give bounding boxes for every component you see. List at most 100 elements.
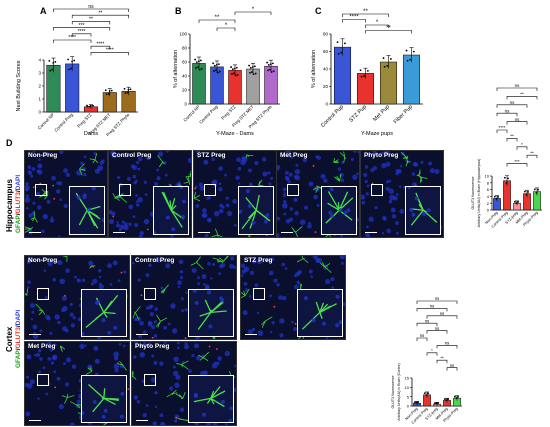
gfap-process (160, 288, 166, 293)
scale-bar (113, 231, 125, 233)
data-point (129, 88, 132, 91)
data-point (266, 61, 269, 64)
gfap-process (210, 398, 215, 405)
dapi-nucleus (340, 178, 345, 183)
dapi-nucleus (154, 307, 159, 311)
micrograph-zoom-inset (404, 185, 441, 235)
dapi-nucleus (156, 176, 161, 181)
dapi-nucleus (143, 342, 146, 345)
gfap-process (160, 317, 168, 322)
gfap-process (246, 154, 254, 157)
dapi-nucleus (206, 217, 212, 223)
dapi-nucleus (54, 343, 57, 347)
x-tick-label: Control NP (182, 104, 200, 122)
dapi-nucleus (329, 186, 334, 191)
dapi-nucleus (290, 155, 293, 159)
dapi-nucleus (283, 192, 286, 195)
dapi-nucleus (160, 421, 166, 425)
dapi-nucleus (75, 403, 81, 409)
gfap-process (418, 174, 423, 182)
micrograph-roi-box (34, 183, 47, 196)
dapi-nucleus (101, 415, 106, 420)
glut3-signal (151, 336, 154, 339)
panel-letter-d: D (6, 138, 13, 148)
dapi-nucleus (193, 290, 198, 294)
dapi-nucleus (178, 186, 183, 189)
x-axis-label: Y-Maze - Dams (216, 131, 254, 136)
gfap-process (319, 303, 325, 313)
gfap-process (199, 312, 212, 318)
stain-slash: / (15, 190, 22, 193)
gfap-process (171, 392, 178, 395)
dapi-nucleus (52, 277, 57, 282)
dapi-nucleus (27, 260, 31, 265)
micrograph-panel: STZ Preg (193, 150, 277, 238)
dapi-nucleus (268, 182, 272, 186)
dapi-nucleus (43, 269, 47, 273)
data-point (269, 68, 271, 71)
dapi-nucleus (30, 303, 35, 309)
micrograph-title: Control Preg (112, 152, 152, 159)
dapi-nucleus (220, 298, 225, 303)
gfap-process (324, 263, 331, 268)
data-point (425, 394, 428, 397)
data-point (270, 71, 273, 73)
dapi-nucleus (145, 404, 149, 407)
gfap-process (217, 260, 224, 263)
dapi-nucleus (386, 228, 392, 234)
dapi-nucleus (399, 208, 405, 214)
gfap-process (79, 168, 83, 176)
significance-bracket (198, 19, 236, 23)
gfap-process (162, 288, 166, 294)
micrograph-zoom-inset (188, 289, 234, 337)
stain-glut3: GLUT3 (15, 192, 22, 214)
dapi-nucleus (304, 296, 309, 301)
data-point (382, 57, 385, 59)
gfap-process (245, 154, 248, 159)
data-point (213, 70, 215, 72)
dapi-nucleus (350, 157, 354, 161)
dapi-nucleus (373, 152, 377, 156)
significance-label: * (252, 7, 255, 13)
y-axis-label: GLUT3 fluorescence (471, 177, 475, 210)
data-point (86, 105, 89, 108)
y-tick-label: 0 (38, 110, 41, 115)
dapi-nucleus (33, 353, 37, 357)
dapi-nucleus (390, 207, 396, 213)
gfap-process (217, 234, 219, 237)
data-point (423, 392, 426, 394)
dapi-nucleus (48, 342, 52, 345)
inset-image (82, 295, 119, 336)
gfap-process (295, 226, 303, 233)
significance-bracket (365, 30, 412, 34)
x-axis-label: Dams (84, 131, 99, 136)
micrograph-roi-box (144, 287, 157, 300)
dapi-nucleus (374, 205, 378, 210)
dapi-nucleus (421, 211, 426, 216)
data-point (253, 65, 256, 68)
data-point (104, 89, 107, 92)
micrograph-panel: STZ Preg (240, 255, 346, 340)
dapi-nucleus (112, 260, 118, 266)
dapi-nucleus (228, 419, 233, 422)
gfap-process (422, 209, 427, 213)
y-tick-label: 5 (407, 394, 410, 399)
data-point (52, 61, 55, 64)
dapi-nucleus (151, 377, 156, 383)
significance-label: ** (510, 134, 514, 139)
stain-slash: / (15, 325, 22, 328)
gfap-process (416, 174, 420, 176)
dapi-nucleus (140, 344, 145, 348)
data-point (413, 401, 416, 403)
dapi-nucleus (420, 160, 424, 164)
dapi-nucleus (47, 316, 51, 320)
data-point (235, 66, 238, 69)
dapi-nucleus (37, 169, 43, 175)
glut3-signal (175, 416, 178, 419)
dapi-nucleus (269, 330, 273, 334)
gfap-process (119, 361, 123, 366)
dapi-nucleus (165, 263, 171, 269)
dapi-nucleus (381, 232, 385, 235)
gfap-process (337, 201, 340, 210)
gfap-process (156, 314, 161, 322)
